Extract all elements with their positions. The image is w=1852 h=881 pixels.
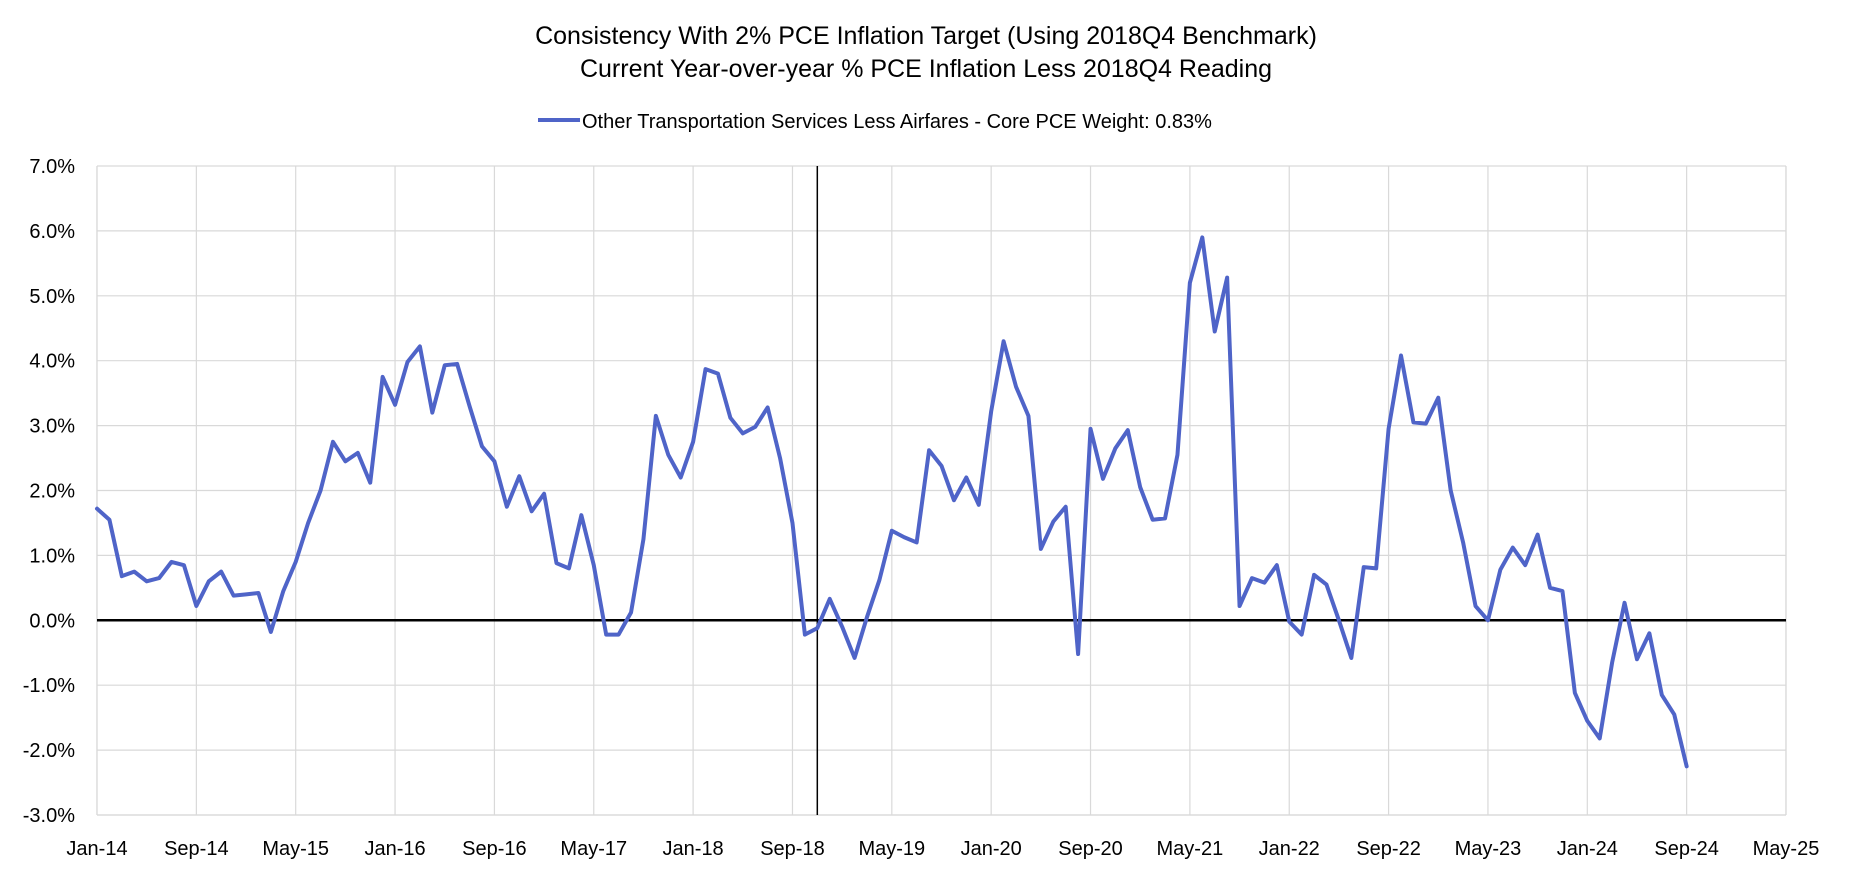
y-tick-label: 3.0% — [29, 416, 75, 438]
series-layer — [95, 235, 1689, 769]
y-tick-label: -2.0% — [23, 740, 75, 762]
y-tick-label: 6.0% — [29, 221, 75, 243]
x-tick-label: Jan-22 — [1259, 838, 1320, 860]
x-tick-label: Jan-24 — [1557, 838, 1618, 860]
x-tick-label: Sep-18 — [760, 838, 825, 860]
x-tick-label: Jan-16 — [364, 838, 425, 860]
x-tick-label: Jan-20 — [961, 838, 1022, 860]
x-tick-label: May-25 — [1753, 838, 1820, 860]
x-tick-label: Sep-22 — [1356, 838, 1421, 860]
legend: Other Transportation Services Less Airfa… — [538, 111, 1212, 133]
y-tick-label: 7.0% — [29, 156, 75, 178]
x-tick-label: Sep-20 — [1058, 838, 1123, 860]
y-tick-label: 2.0% — [29, 481, 75, 503]
x-tick-label: May-21 — [1157, 838, 1224, 860]
axes — [97, 166, 1786, 815]
legend-entry-label: Other Transportation Services Less Airfa… — [582, 111, 1212, 133]
y-tick-label: 0.0% — [29, 610, 75, 632]
x-tick-label: May-17 — [560, 838, 627, 860]
x-tick-label: May-15 — [262, 838, 329, 860]
x-tick-label: Sep-14 — [164, 838, 229, 860]
x-tick-label: Jan-14 — [66, 838, 127, 860]
chart-title-line1: Consistency With 2% PCE Inflation Target… — [535, 22, 1317, 50]
gridlines — [96, 165, 1787, 816]
y-axis-tick-labels: -3.0% -2.0% -1.0% 0.0% 1.0% 2.0% 3.0% 4.0% 5.0% 6… — [23, 156, 75, 827]
y-tick-label: 5.0% — [29, 286, 75, 308]
x-tick-label: Sep-16 — [462, 838, 527, 860]
y-tick-label: 4.0% — [29, 351, 75, 373]
series-line — [95, 235, 1689, 769]
x-tick-label: Jan-18 — [663, 838, 724, 860]
chart-title-line2: Current Year-over-year % PCE Inflation L… — [580, 55, 1272, 83]
x-axis-tick-labels: Jan-14 Sep-14 May-15 Jan-16 Sep-16 May-17 Jan-… — [66, 838, 1819, 860]
x-tick-label: May-19 — [858, 838, 925, 860]
y-tick-label: 1.0% — [29, 545, 75, 567]
x-tick-label: May-23 — [1455, 838, 1522, 860]
y-tick-label: -3.0% — [23, 805, 75, 827]
y-tick-label: -1.0% — [23, 675, 75, 697]
x-tick-label: Sep-24 — [1654, 838, 1719, 860]
